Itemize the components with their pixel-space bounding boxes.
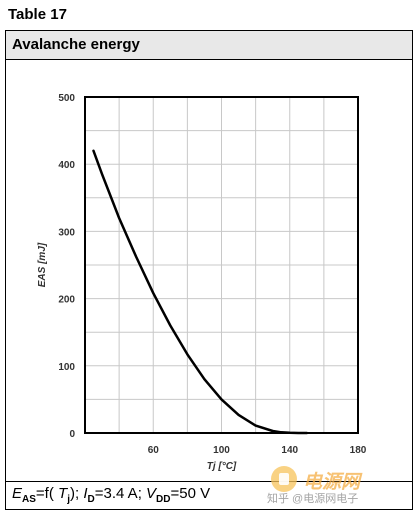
tick-layer: 60 100 140 180 0 100 200 300 400 500 [58,93,366,456]
x-tick-label: 140 [281,445,298,456]
curve-layer [92,149,309,435]
caption-eq-close: ); [69,485,80,502]
chart-title: Avalanche energy [12,36,140,53]
x-axis-label: Tj [°C] [207,461,237,472]
table-label: Table 17 [8,6,67,23]
caption-eq-open: =f( [35,485,54,502]
caption-i-sub: D [87,494,95,505]
plot-frame [84,96,359,434]
y-axis-label: EAS [mJ] [37,242,48,287]
caption-t-sub: j [67,494,70,505]
y-tick-label: 400 [58,160,75,171]
caption-t: T [58,485,68,502]
x-tick-label: 180 [350,445,367,456]
x-tick-label: 60 [148,445,160,456]
caption-e: E [12,485,23,502]
y-tick-label: 300 [58,227,75,238]
grid-layer [84,96,359,434]
caption-v-sub: DD [156,494,171,505]
table-footer: EAS=f( Tj); ID=3.4 A; VDD=50 V [6,481,412,509]
y-tick-label: 200 [58,295,75,306]
series-line [92,149,309,435]
x-tick-label: 100 [213,445,230,456]
y-tick-label: 100 [58,362,75,373]
caption-i-value: =3.4 A; [94,485,142,502]
caption-i: I [83,485,88,502]
table-header: Avalanche energy [6,31,412,60]
caption-e-sub: AS [22,494,36,505]
chart-caption: EAS=f( Tj); ID=3.4 A; VDD=50 V [12,485,210,505]
caption-v-value: =50 V [170,485,211,502]
y-tick-label: 500 [58,93,75,104]
chart-table: Avalanche energy EAS=f( Tj); ID=3.4 A; V… [5,30,413,510]
caption-v: V [146,485,157,502]
y-tick-label: 0 [69,429,75,440]
